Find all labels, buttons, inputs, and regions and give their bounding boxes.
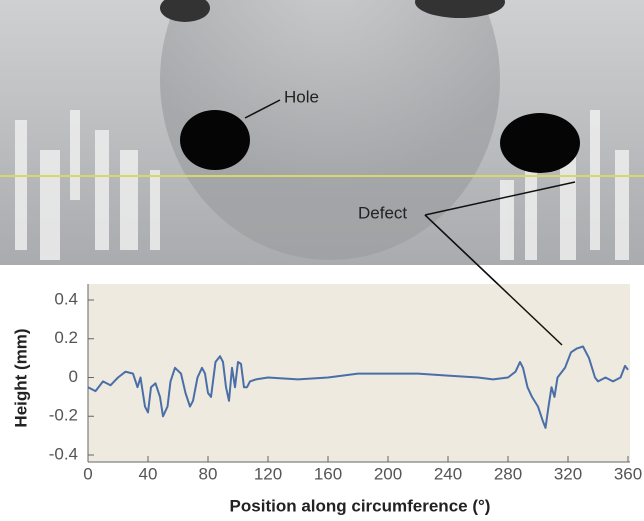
annotation: Defect: [358, 203, 407, 222]
x-axis-title: Position along circumference (°): [230, 496, 491, 515]
x-tick-label: 0: [83, 464, 92, 483]
y-axis-title: Height (mm): [11, 328, 30, 427]
x-tick-label: 280: [494, 464, 522, 483]
data-line: [87, 345, 629, 429]
y-tick-label: -0.2: [49, 406, 78, 425]
annotation: Hole: [284, 87, 319, 106]
x-tick-label: 360: [614, 464, 642, 483]
x-tick-label: 40: [139, 464, 158, 483]
photo: [0, 0, 644, 346]
x-tick-label: 320: [554, 464, 582, 483]
x-tick-label: 200: [374, 464, 402, 483]
y-tick-label: 0.2: [54, 328, 78, 347]
x-tick-label: 80: [199, 464, 218, 483]
x-tick-label: 240: [434, 464, 462, 483]
x-tick-label: 120: [254, 464, 282, 483]
y-tick-label: 0: [69, 367, 78, 386]
y-tick-label: 0.4: [54, 289, 78, 308]
x-tick-label: 160: [314, 464, 342, 483]
y-tick-label: -0.4: [49, 444, 78, 463]
